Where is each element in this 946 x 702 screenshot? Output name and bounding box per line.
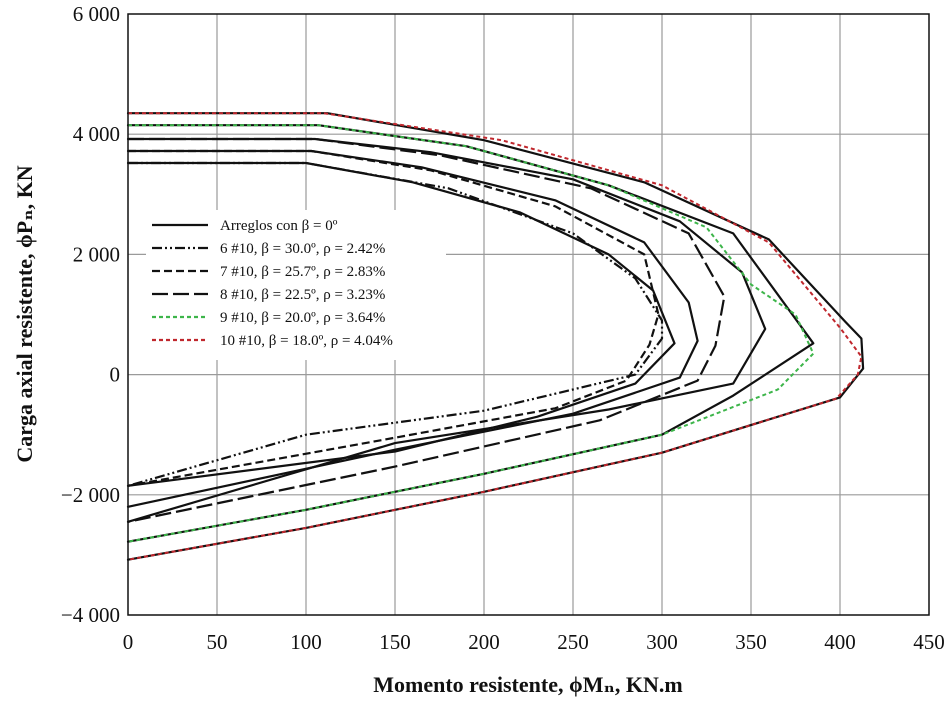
x-tick-label: 50: [207, 630, 228, 654]
series-line-6: [127, 112, 863, 561]
x-tick-label: 400: [824, 630, 856, 654]
legend-label-3: 7 #10, β = 25.7º, ρ = 2.83%: [220, 264, 385, 280]
x-axis-title: Momento resistente, ϕMₙ, KN.m: [373, 672, 682, 697]
legend-label-1: Arreglos con β = 0º: [220, 218, 338, 234]
x-tick-label: 0: [123, 630, 134, 654]
x-tick-label: 200: [468, 630, 500, 654]
legend-label-6: 10 #10, β = 18.0º, ρ = 4.04%: [220, 333, 393, 349]
legend-background: [146, 210, 446, 360]
legend-label-5: 9 #10, β = 20.0º, ρ = 3.64%: [220, 310, 385, 326]
x-tick-label: 350: [735, 630, 767, 654]
x-tick-label: 300: [646, 630, 678, 654]
x-tick-label: 150: [379, 630, 411, 654]
series-lines: [126, 112, 865, 561]
y-tick-label: 6 000: [73, 2, 120, 26]
legend-label-2: 6 #10, β = 30.0º, ρ = 2.42%: [220, 241, 385, 257]
x-tick-label: 100: [290, 630, 322, 654]
legend: Arreglos con β = 0º 6 #10, β = 30.0º, ρ =…: [146, 210, 446, 360]
series-line-2: [127, 161, 664, 487]
y-tick-label: −2 000: [61, 483, 120, 507]
series-line-4: [127, 137, 726, 523]
x-tick-label: 250: [557, 630, 589, 654]
y-tick-label: 2 000: [73, 242, 120, 266]
series-line-5: [127, 124, 815, 543]
legend-label-4: 8 #10, β = 22.5º, ρ = 3.23%: [220, 287, 385, 303]
x-tick-label: 450: [913, 630, 945, 654]
y-tick-label: 4 000: [73, 122, 120, 146]
y-tick-label: −4 000: [61, 603, 120, 627]
y-tick-label: 0: [110, 363, 121, 387]
tick-labels: 0 50 100 150 200 250 300 350 400 450 −4 000 −2 000 0…: [61, 2, 945, 654]
y-axis-title: Carga axial resistente, ϕPₙ, KN: [12, 165, 37, 462]
plot-frame: [127, 13, 930, 616]
